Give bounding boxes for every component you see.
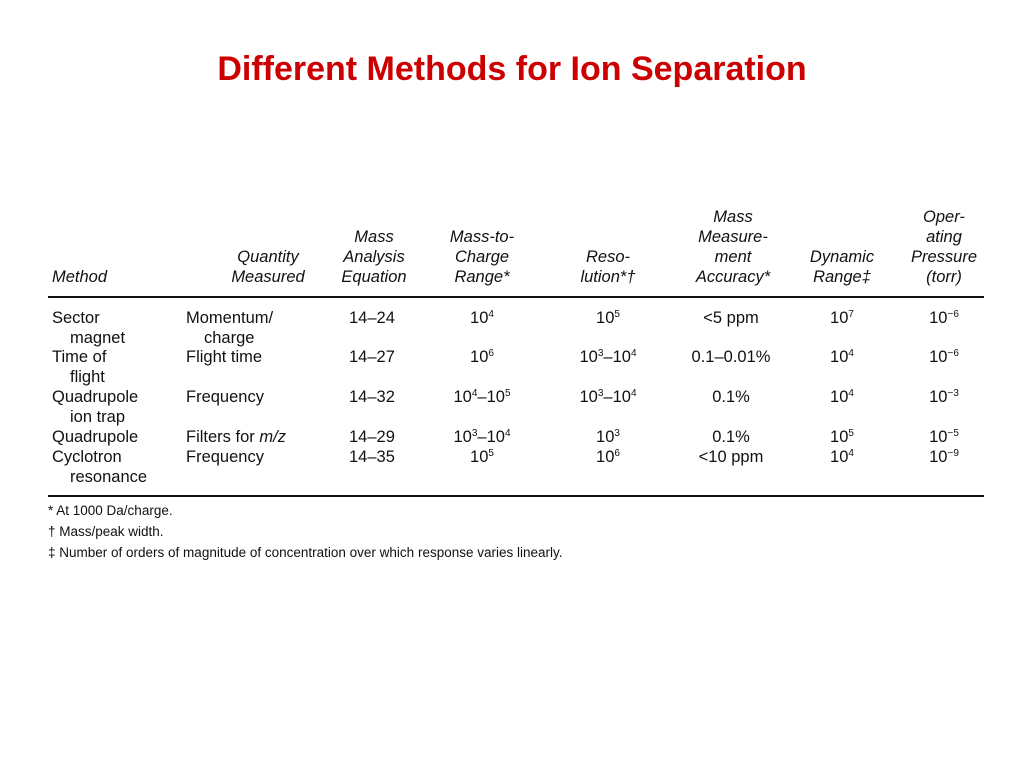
accuracy-cell: 0.1% bbox=[712, 428, 750, 446]
method-cell-cont: resonance bbox=[70, 468, 148, 486]
header-pressure: Oper- ating Pressure (torr) bbox=[910, 208, 978, 286]
resolution-cell: 106 bbox=[596, 448, 620, 466]
footnote-asterisk: * At 1000 Da/charge. bbox=[48, 503, 173, 518]
range-cell: 106 bbox=[470, 348, 494, 366]
accuracy-cell: <5 ppm bbox=[703, 309, 759, 327]
method-cell-cont: magnet bbox=[70, 329, 126, 347]
equation-cell: 14–24 bbox=[349, 309, 395, 327]
dynamic-range-cell: 104 bbox=[830, 448, 854, 466]
quantity-cell: Momentum/ bbox=[186, 309, 274, 327]
resolution-cell: 103 bbox=[596, 428, 620, 446]
method-cell: Cyclotron bbox=[52, 448, 122, 466]
resolution-cell: 105 bbox=[596, 309, 620, 327]
method-cell-cont: ion trap bbox=[70, 408, 126, 426]
header-quantity: Quantity Measured bbox=[231, 248, 305, 286]
pressure-cell: 10−6 bbox=[929, 309, 959, 327]
dynamic-range-cell: 104 bbox=[830, 348, 854, 366]
range-cell: 103–104 bbox=[453, 428, 511, 446]
footnote-double-dagger: ‡ Number of orders of magnitude of conce… bbox=[48, 545, 563, 560]
method-cell: Sector bbox=[52, 309, 100, 327]
dynamic-range-cell: 104 bbox=[830, 388, 854, 406]
footnote-dagger: † Mass/peak width. bbox=[48, 524, 164, 539]
resolution-cell: 103–104 bbox=[579, 348, 637, 366]
table-bottom-rule bbox=[48, 495, 984, 497]
dynamic-range-cell: 105 bbox=[830, 428, 854, 446]
method-cell: Quadrupole bbox=[52, 428, 139, 446]
quantity-cell-cont: charge bbox=[204, 329, 255, 347]
range-cell: 104 bbox=[470, 309, 494, 327]
header-equation: Mass Analysis Equation bbox=[341, 228, 407, 286]
accuracy-cell: <10 ppm bbox=[698, 448, 764, 466]
equation-cell: 14–27 bbox=[349, 348, 395, 366]
quantity-cell: Filters for m/z bbox=[186, 428, 286, 446]
page-title: Different Methods for Ion Separation bbox=[217, 50, 807, 88]
quantity-cell: Frequency bbox=[186, 388, 264, 406]
range-cell: 105 bbox=[470, 448, 494, 466]
accuracy-cell: 0.1–0.01% bbox=[691, 348, 771, 366]
ion-separation-table: Method Quantity Measured Mass Analysis E… bbox=[48, 200, 984, 580]
method-cell-cont: flight bbox=[70, 368, 105, 386]
method-cell: Time of bbox=[52, 348, 107, 366]
header-accuracy: Mass Measure- ment Accuracy* bbox=[695, 208, 771, 286]
equation-cell: 14–29 bbox=[349, 428, 395, 446]
equation-cell: 14–32 bbox=[349, 388, 395, 406]
quantity-cell: Flight time bbox=[186, 348, 263, 366]
accuracy-cell: 0.1% bbox=[712, 388, 750, 406]
quantity-cell: Frequency bbox=[186, 448, 264, 466]
header-dynamic: Dynamic Range‡ bbox=[809, 248, 875, 286]
equation-cell: 14–35 bbox=[349, 448, 395, 466]
dynamic-range-cell: 107 bbox=[830, 309, 854, 327]
header-method: Method bbox=[52, 268, 108, 286]
header-resolution: Reso- lution*† bbox=[580, 248, 636, 286]
pressure-cell: 10−9 bbox=[929, 448, 959, 466]
range-cell: 104–105 bbox=[453, 388, 511, 406]
resolution-cell: 103–104 bbox=[579, 388, 637, 406]
pressure-cell: 10−5 bbox=[929, 428, 959, 446]
pressure-cell: 10−6 bbox=[929, 348, 959, 366]
header-rule bbox=[48, 296, 984, 298]
pressure-cell: 10−3 bbox=[929, 388, 959, 406]
method-cell: Quadrupole bbox=[52, 388, 139, 406]
header-range: Mass-to- Charge Range* bbox=[449, 228, 515, 286]
